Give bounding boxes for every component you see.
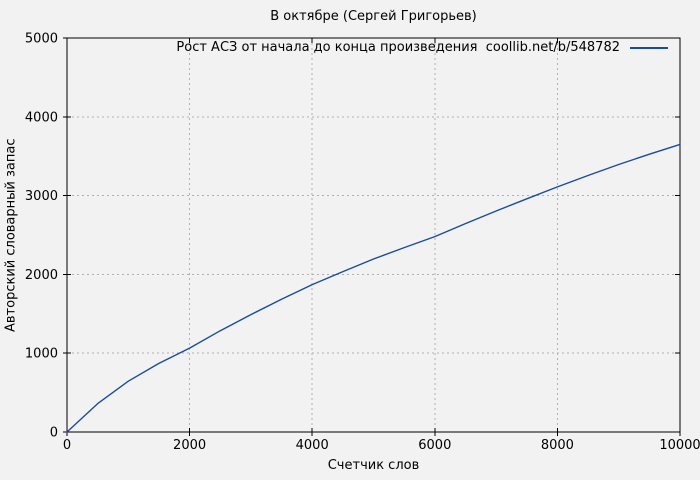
y-tick-label: 1000: [25, 347, 58, 362]
x-tick-label: 0: [63, 438, 71, 453]
y-tick-label: 4000: [25, 110, 58, 125]
legend: Рост АСЗ от начала до конца произведения…: [67, 40, 668, 55]
legend-label: Рост АСЗ от начала до конца произведения…: [176, 40, 620, 55]
x-tick-label: 2000: [173, 438, 206, 453]
y-tick-label: 5000: [25, 32, 58, 47]
grid-layer: [67, 38, 680, 432]
x-tick-label: 8000: [541, 438, 574, 453]
x-tick-label: 6000: [418, 438, 451, 453]
x-tick-label: 4000: [296, 438, 329, 453]
x-axis-label: Счетчик слов: [327, 458, 420, 473]
plot-border: [66, 37, 681, 433]
data-line: [66, 143, 681, 433]
plot-border-rect: [66, 37, 681, 433]
y-axis-label: Авторский словарный запас: [3, 138, 19, 332]
y-tick-label: 0: [50, 426, 58, 441]
tick-label-layer: 0 2000 4000 6000 8000 10000 0 1000 2000 3000 4000 5…: [25, 32, 700, 454]
x-tick-label: 10000: [659, 438, 700, 453]
chart-title: В октябре (Сергей Григорьев): [270, 9, 477, 24]
y-tick-label: 2000: [25, 268, 58, 283]
series-line: [66, 143, 681, 433]
legend-line-sample: [630, 46, 668, 49]
y-tick-label: 3000: [25, 189, 58, 204]
tick-layer: [63, 37, 681, 436]
